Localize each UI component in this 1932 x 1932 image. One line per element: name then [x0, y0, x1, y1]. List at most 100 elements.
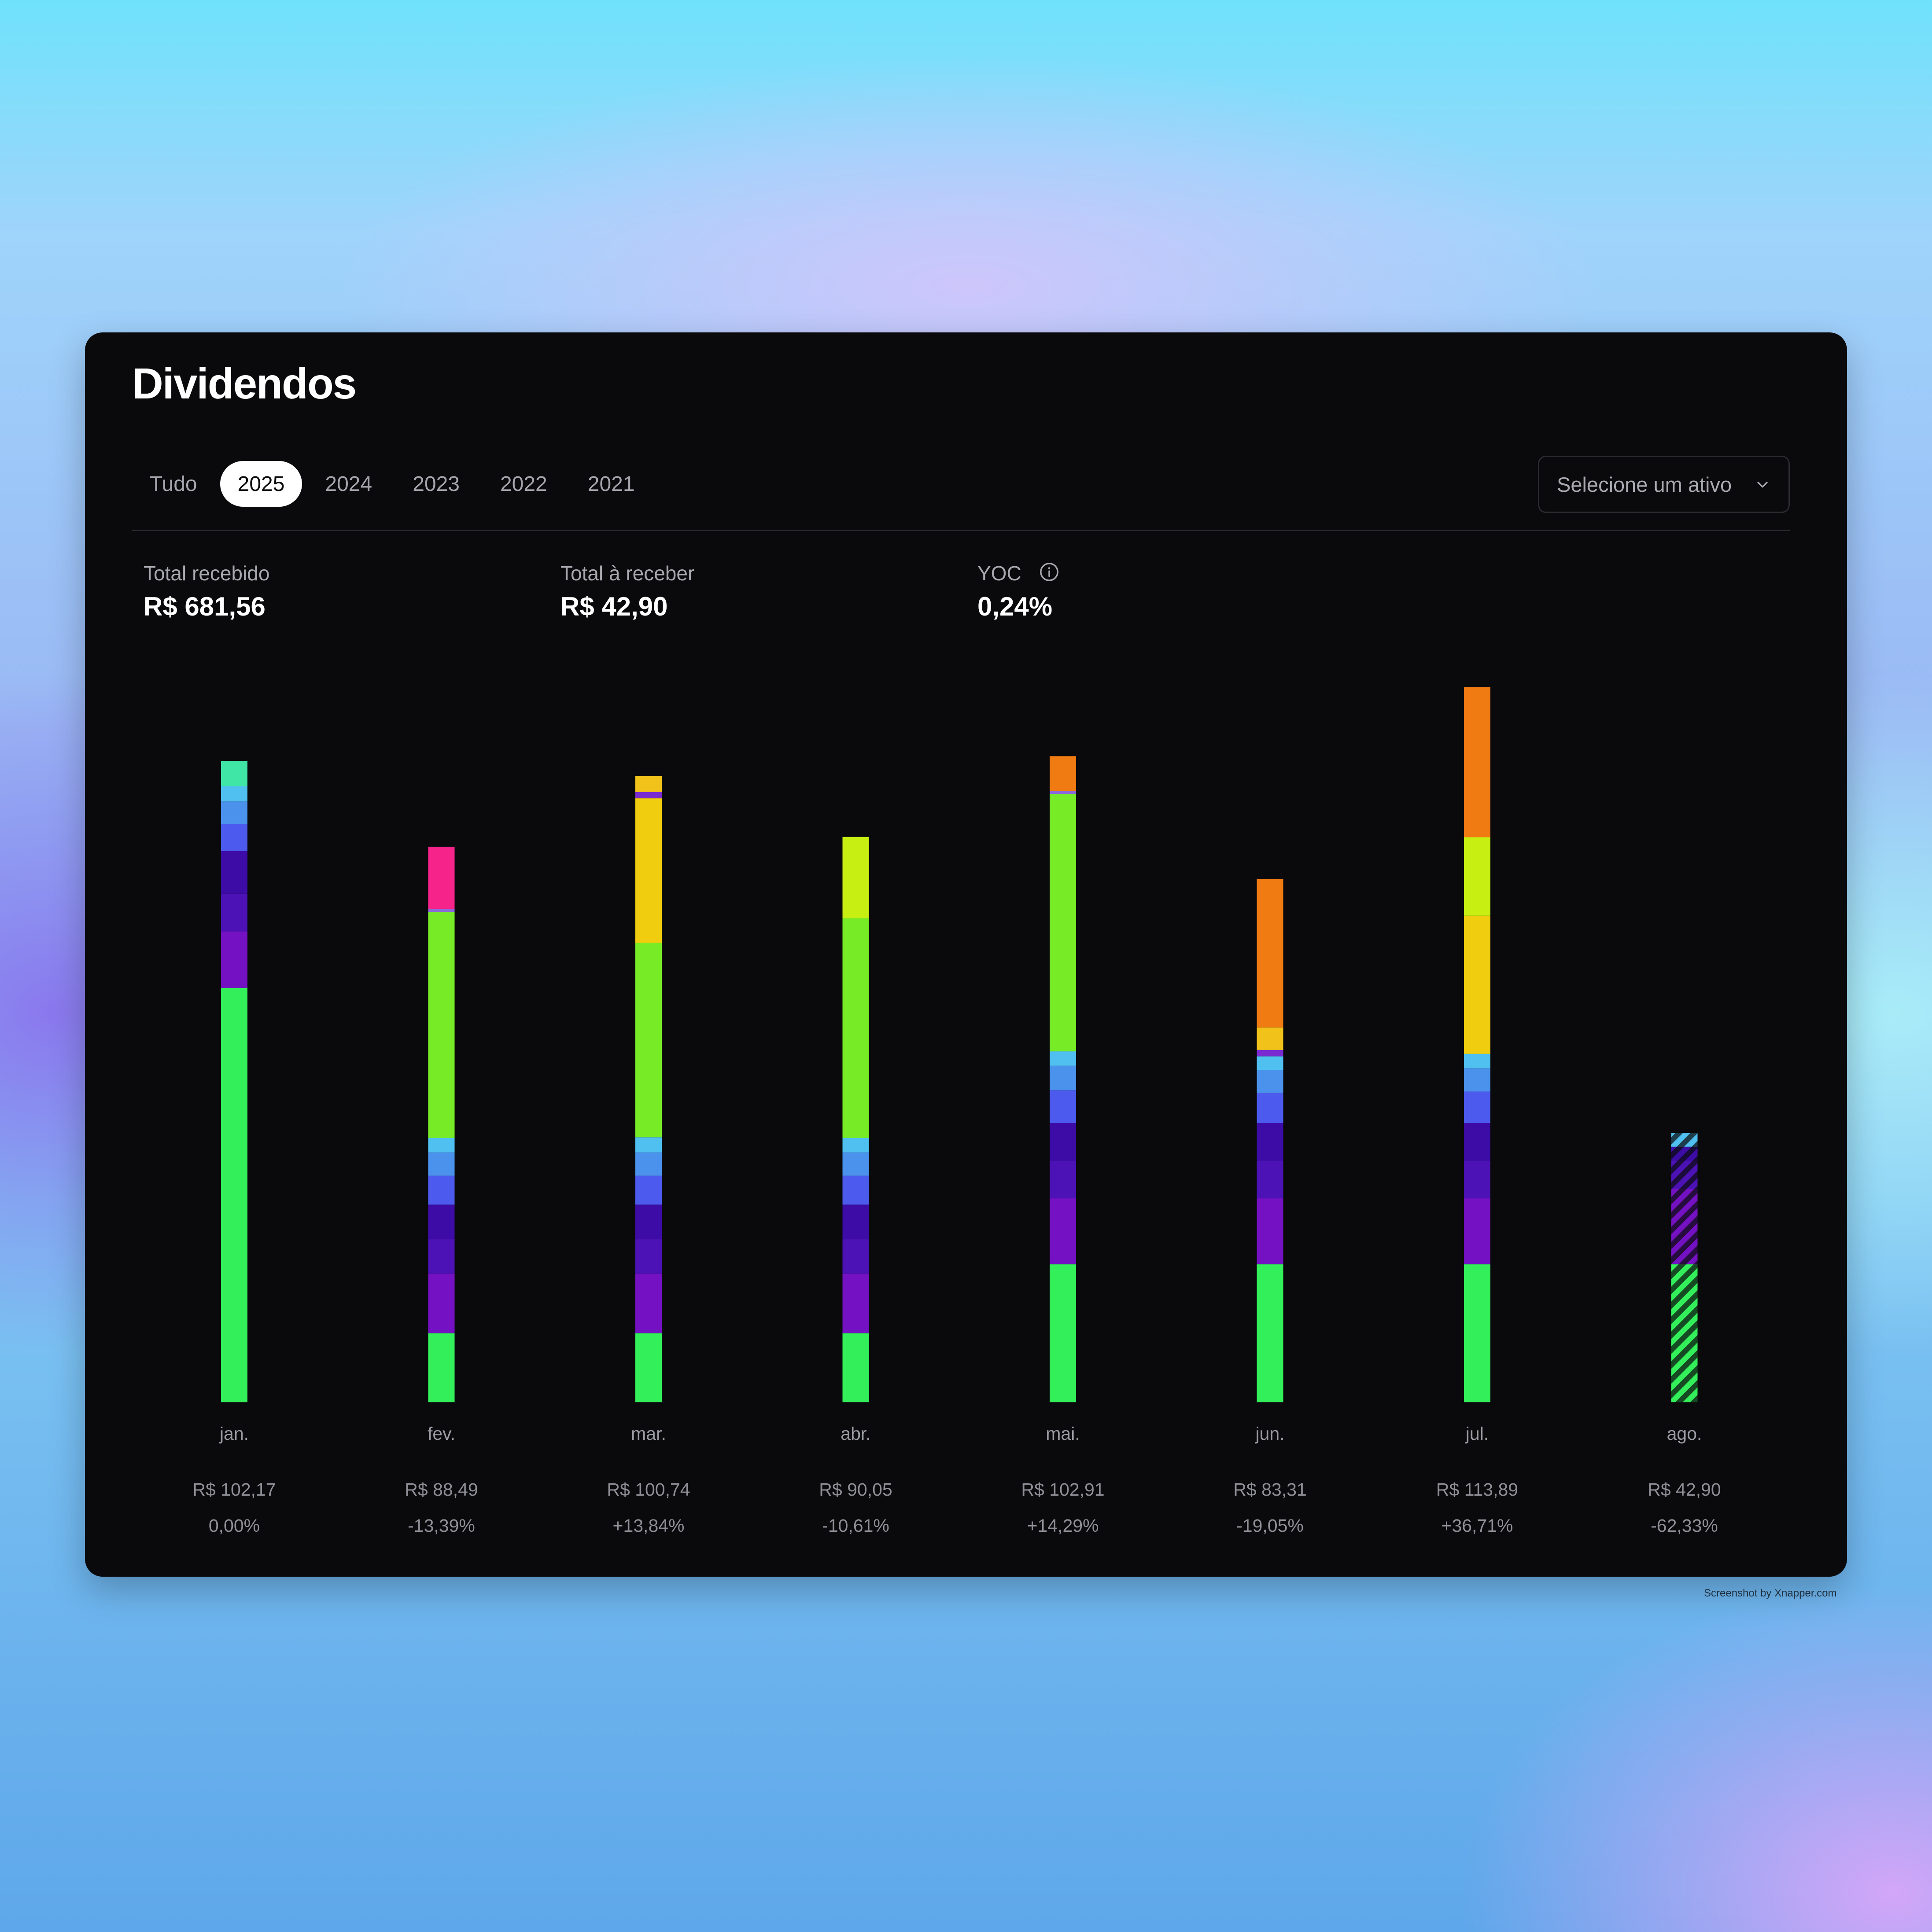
stat-total-to-receive-value: R$ 42,90	[560, 592, 668, 621]
tab-2025[interactable]: 2025	[220, 461, 302, 507]
month-change-label: 0,00%	[209, 1515, 260, 1536]
tab-all[interactable]: Tudo	[150, 472, 197, 496]
bar-segment	[635, 1273, 662, 1334]
bar-segment	[428, 847, 455, 909]
bar-segment	[221, 893, 247, 932]
bar-segment	[428, 1204, 455, 1239]
bar-segment	[635, 1152, 662, 1176]
bar-segment	[1050, 1090, 1076, 1123]
month-change-label: -62,33%	[1651, 1515, 1718, 1536]
bar-segment	[1257, 1027, 1283, 1050]
bar-segment	[1257, 1123, 1283, 1161]
bar-segment	[1050, 790, 1076, 794]
divider	[132, 530, 1790, 531]
bar-segment	[428, 909, 455, 912]
bar-segment	[428, 1239, 455, 1274]
stat-total-received-label: Total recebido	[144, 562, 270, 585]
bar-segment	[221, 931, 247, 988]
bar-segment	[1464, 1091, 1490, 1123]
tab-2024[interactable]: 2024	[325, 472, 372, 496]
bar-segment	[1257, 1092, 1283, 1123]
bar-segment	[1050, 1123, 1076, 1161]
bar-segment	[428, 1176, 455, 1205]
bar-segment	[1464, 1123, 1490, 1161]
bar-segment-pending-hatch	[1671, 1160, 1698, 1189]
bar-segment	[635, 1204, 662, 1239]
bar-segment	[428, 1138, 455, 1153]
bar-segment	[221, 851, 247, 894]
month-label: mar.	[631, 1423, 666, 1444]
month-label: jan.	[219, 1423, 249, 1444]
month-total-label: R$ 83,31	[1233, 1479, 1306, 1500]
bar-segment	[1464, 1054, 1490, 1069]
asset-select[interactable]: Selecione um ativo	[1538, 456, 1790, 513]
month-total-label: R$ 42,90	[1648, 1479, 1721, 1500]
bar-segment	[842, 1176, 869, 1205]
stat-yoc: YOC 0,24%	[977, 561, 1059, 622]
month-total-label: R$ 88,49	[405, 1479, 478, 1500]
bar-segment	[635, 1239, 662, 1274]
bar-segment	[1257, 1264, 1283, 1402]
year-tabs: Tudo 2025 2024 2023 2022 2021	[132, 460, 658, 508]
bar-segment	[635, 1176, 662, 1205]
bar-segment	[842, 1239, 869, 1274]
bar-3[interactable]	[842, 837, 869, 1402]
month-change-label: -10,61%	[822, 1515, 889, 1536]
bar-7[interactable]	[1671, 1133, 1698, 1402]
month-total-label: R$ 102,17	[192, 1479, 276, 1500]
bar-segment	[635, 792, 662, 799]
tab-2022[interactable]: 2022	[500, 472, 547, 496]
stat-total-to-receive: Total à receber R$ 42,90	[560, 561, 694, 622]
bar-segment	[428, 1333, 455, 1402]
bar-segment	[428, 912, 455, 1138]
bar-segment	[1257, 1056, 1283, 1070]
bar-segment-pending-hatch	[1671, 1264, 1698, 1402]
bar-segment	[842, 1273, 869, 1334]
month-change-label: +14,29%	[1027, 1515, 1099, 1536]
bar-segment	[635, 776, 662, 792]
info-icon[interactable]	[1039, 562, 1059, 582]
bar-segment	[842, 837, 869, 918]
bar-segment-pending-hatch	[1671, 1189, 1698, 1265]
bar-segment	[1257, 1160, 1283, 1198]
bar-segment	[842, 1204, 869, 1239]
bar-segment	[428, 1273, 455, 1334]
bar-segment	[221, 824, 247, 851]
month-total-label: R$ 113,89	[1436, 1479, 1518, 1500]
bar-segment	[635, 1137, 662, 1153]
month-label: fev.	[428, 1423, 455, 1444]
bar-5[interactable]	[1257, 879, 1283, 1402]
bar-segment	[1050, 1051, 1076, 1066]
stat-yoc-label: YOC	[977, 562, 1021, 585]
bar-segment	[221, 801, 247, 824]
month-total-label: R$ 102,91	[1021, 1479, 1104, 1500]
dividends-card: Dividendos Tudo 2025 2024 2023 2022 2021…	[85, 332, 1847, 1577]
bar-6[interactable]	[1464, 687, 1490, 1402]
stat-total-received: Total recebido R$ 681,56	[144, 561, 269, 622]
bar-1[interactable]	[428, 847, 455, 1402]
watermark: Screenshot by Xnapper.com	[1704, 1587, 1837, 1599]
stat-total-received-value: R$ 681,56	[144, 592, 265, 621]
bar-segment	[842, 1333, 869, 1402]
bar-segment	[428, 1152, 455, 1176]
bar-segment	[1464, 1160, 1490, 1198]
month-label: mai.	[1046, 1423, 1080, 1444]
bar-segment	[842, 1138, 869, 1153]
bar-segment	[221, 760, 247, 787]
month-label: abr.	[841, 1423, 870, 1444]
bar-segment	[1464, 1198, 1490, 1265]
bar-4[interactable]	[1050, 756, 1076, 1402]
bar-segment	[1050, 794, 1076, 1051]
bar-segment	[635, 798, 662, 943]
tab-2021[interactable]: 2021	[587, 472, 635, 496]
stat-yoc-value: 0,24%	[977, 592, 1053, 621]
bar-segment	[1257, 1050, 1283, 1057]
bar-segment	[1464, 915, 1490, 1054]
bar-0[interactable]	[221, 760, 247, 1402]
bar-segment	[221, 786, 247, 802]
bar-2[interactable]	[635, 776, 662, 1402]
bar-segment	[1050, 756, 1076, 791]
tab-2023[interactable]: 2023	[413, 472, 460, 496]
month-change-label: -13,39%	[408, 1515, 475, 1536]
bar-segment	[635, 943, 662, 1138]
